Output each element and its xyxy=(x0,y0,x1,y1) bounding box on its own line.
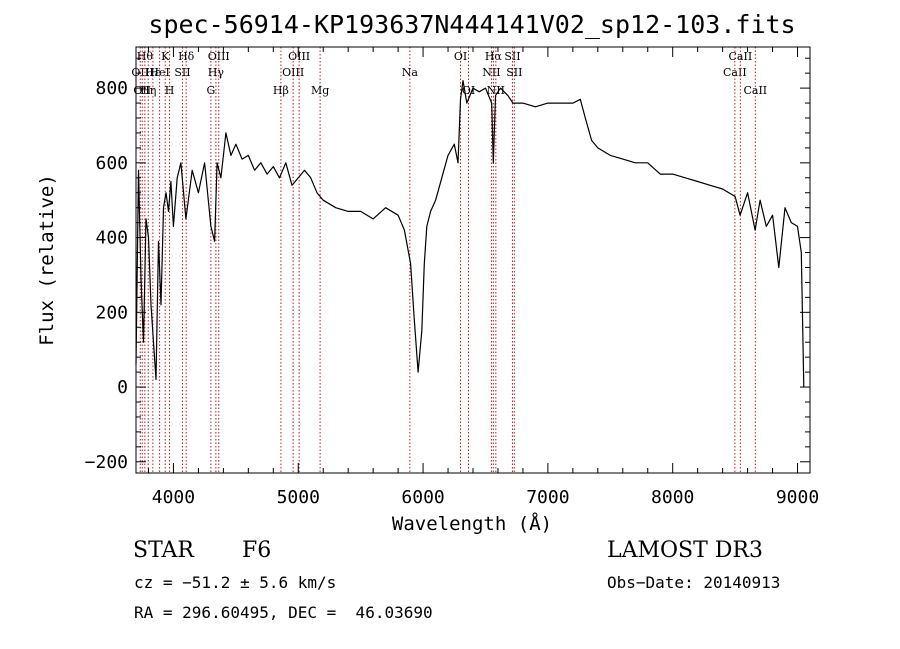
x-tick-label-3: 7000 xyxy=(526,487,569,508)
redshift-velocity: cz = −51.2 ± 5.6 km/s xyxy=(134,573,337,592)
x-axis-label: Wavelength (Å) xyxy=(392,512,552,535)
line-marker-label-11: Hγ xyxy=(208,66,225,79)
y-axis-label: Flux (relative) xyxy=(36,174,58,346)
line-marker-label-4: Hε xyxy=(145,66,161,79)
spectrum-layer xyxy=(135,79,805,388)
x-tick-label-4: 8000 xyxy=(651,487,694,508)
line-marker-label-7: H xyxy=(165,84,175,97)
line-marker-label-15: OIII xyxy=(288,50,310,63)
chart-title: spec-56914-KP193637N444141V02_sp12-103.f… xyxy=(148,10,795,39)
line-marker-label-20: NII xyxy=(482,66,500,79)
line-marker-label-22: NII xyxy=(487,84,505,97)
y-tick-label-2: 200 xyxy=(95,302,128,323)
x-tick-label-2: 6000 xyxy=(401,487,444,508)
x-tick-label-1: 5000 xyxy=(277,487,320,508)
line-marker-label-5: HeI xyxy=(149,66,169,79)
axis-ticks: 4000 5000 6000 7000 8000 9000 −200 0 200 400 600 80… xyxy=(85,47,819,508)
line-marker-label-16: Mg xyxy=(311,84,329,97)
line-marker-label-9: Hδ xyxy=(178,50,195,63)
line-marker-label-13: Hβ xyxy=(273,84,289,97)
line-marker-label-23: SII xyxy=(504,50,520,63)
line-marker-label-24: SII xyxy=(506,66,522,79)
line-marker-label-1: OII xyxy=(133,84,151,97)
line-marker-label-12: OIII xyxy=(208,50,230,63)
line-marker-label-26: CaII xyxy=(729,50,753,63)
plot-frame xyxy=(135,46,811,474)
line-marker-label-18: OI xyxy=(454,50,467,63)
y-tick-label-1: 0 xyxy=(117,377,128,398)
line-marker-label-14: OIII xyxy=(282,66,304,79)
spectrum-line-0 xyxy=(135,79,805,388)
y-tick-label-5: 800 xyxy=(95,78,128,99)
x-tick-label-0: 4000 xyxy=(152,487,195,508)
object-subclass: F6 xyxy=(242,538,272,563)
line-marker-label-21: Hα xyxy=(485,50,503,63)
line-marker-label-6: K xyxy=(161,50,170,63)
survey-name: LAMOST DR3 xyxy=(607,538,763,563)
object-class: STAR xyxy=(133,538,194,563)
line-marker-label-8: SII xyxy=(174,66,190,79)
line-marker-label-27: CaII xyxy=(743,84,767,97)
observation-date: Obs−Date: 20140913 xyxy=(607,573,781,592)
y-tick-label-0: −200 xyxy=(85,452,128,473)
coordinates: RA = 296.60495, DEC = 46.03690 xyxy=(134,603,433,622)
y-tick-label-3: 400 xyxy=(95,228,128,249)
line-marker-label-17: Na xyxy=(402,66,419,79)
line-marker-label-2: Hθ xyxy=(137,50,154,63)
y-tick-label-4: 600 xyxy=(95,153,128,174)
x-tick-label-5: 9000 xyxy=(776,487,819,508)
line-marker-label-10: G xyxy=(206,84,215,97)
line-marker-label-25: CaII xyxy=(723,66,747,79)
line-marker-label-3: Hη xyxy=(140,84,156,97)
emission-line-markers: OIIOIIHθHηHεHeIKHSIIHδGHγOIIIHβOIIIOIIIM… xyxy=(131,47,767,473)
